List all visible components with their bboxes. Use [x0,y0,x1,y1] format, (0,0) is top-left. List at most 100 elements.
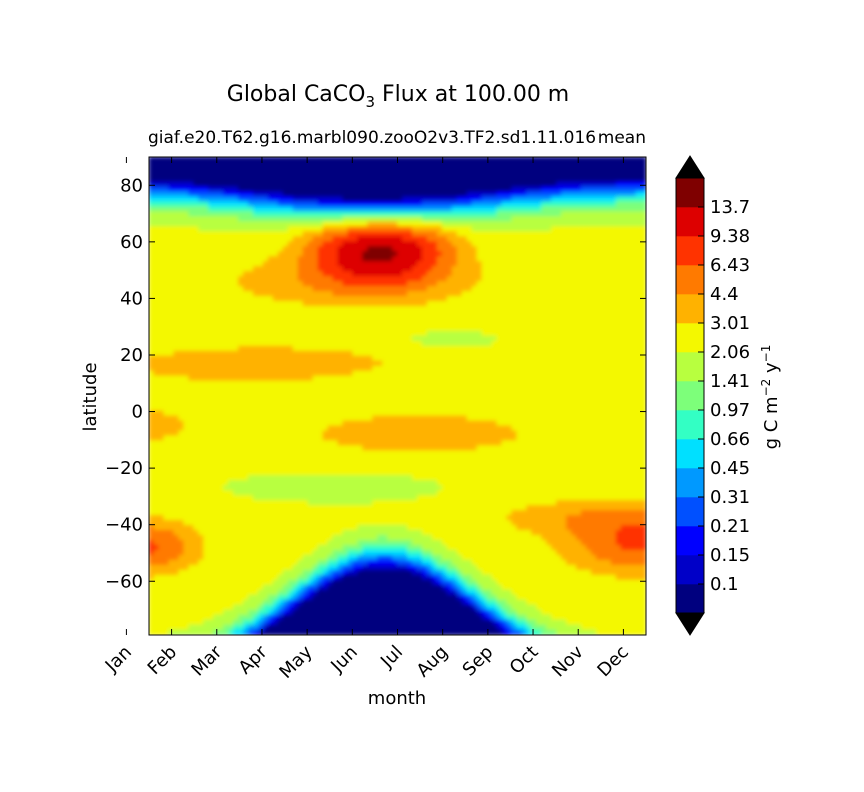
heatmap-cell [317,335,324,342]
heatmap-cell [342,186,349,193]
heatmap-cell [496,241,503,248]
heatmap-cell [511,355,518,362]
heatmap-cell [590,315,597,322]
heatmap-cell [382,251,389,258]
heatmap-cell [486,380,493,387]
heatmap-cell [347,246,354,253]
heatmap-cell [153,310,160,317]
heatmap-cell [362,196,369,203]
heatmap-cell [392,256,398,263]
heatmap-cell [213,211,220,218]
heatmap-cell [456,286,463,292]
heatmap-cell [352,286,359,292]
heatmap-cell [491,400,498,407]
heatmap-cell [153,176,160,183]
heatmap-cell [158,191,165,198]
heatmap-cell [238,161,244,168]
heatmap-cell [327,335,334,342]
heatmap-cell [377,375,384,382]
heatmap-cell [446,380,453,387]
heatmap-cell [640,211,646,218]
heatmap-cell [277,281,284,287]
heatmap-cell [620,345,627,352]
heatmap-cell [243,395,249,402]
heatmap-cell [536,301,543,307]
heatmap-cell [630,325,637,332]
heatmap-cell [252,296,259,302]
heatmap-cell [262,196,269,203]
heatmap-cell [277,390,284,397]
heatmap-cell [590,171,597,178]
heatmap-cell [481,335,488,342]
heatmap-cell [431,166,438,173]
heatmap-cell [476,241,483,248]
heatmap-cell [481,400,488,407]
heatmap-cell [610,355,617,362]
heatmap-cell [446,246,453,253]
heatmap-cell [630,186,637,193]
heatmap-cell [392,206,398,213]
heatmap-cell [327,360,334,367]
heatmap-cell [541,340,548,347]
heatmap-cell [213,385,220,392]
heatmap-cell [277,310,284,317]
heatmap-cell [387,340,394,347]
heatmap-cell [625,206,632,213]
heatmap-cell [576,380,582,387]
heatmap-cell [516,340,523,347]
heatmap-cell [571,325,577,332]
heatmap-cell [292,251,299,258]
heatmap-cell [357,221,364,228]
heatmap-cell [407,340,413,347]
heatmap-cell [302,166,309,173]
heatmap-cell [595,276,602,282]
heatmap-cell [352,266,359,273]
heatmap-cell [506,241,513,248]
heatmap-cell [307,261,314,268]
heatmap-cell [526,226,533,233]
heatmap-cell [421,310,428,317]
heatmap-cell [615,286,622,292]
heatmap-cell [352,370,359,377]
heatmap-cell [456,271,463,277]
heatmap-cell [252,400,259,407]
heatmap-cell [238,340,244,347]
heatmap-cell [342,271,349,277]
heatmap-cell [531,395,538,402]
heatmap-cell [218,395,225,402]
heatmap-cell [620,196,627,203]
heatmap-cell [183,355,190,362]
heatmap-cell [282,171,289,178]
heatmap-cell [277,191,284,198]
chart-subtitle-case: giaf.e20.T62.g16.marbl090.zooO2v3.TF2.sd… [148,128,596,148]
heatmap-cell [287,161,294,168]
heatmap-cell [436,261,443,268]
heatmap-cell [337,301,344,307]
heatmap-cell [282,236,289,243]
heatmap-cell [576,221,582,228]
heatmap-cell [441,271,448,277]
heatmap-cell [521,320,528,327]
heatmap-cell [506,271,513,277]
heatmap-cell [506,325,513,332]
heatmap-cell [571,251,577,258]
heatmap-cell [541,181,548,188]
heatmap-cell [436,241,443,248]
heatmap-cell [178,196,185,203]
heatmap-cell [426,181,433,188]
heatmap-cell [605,325,612,332]
heatmap-cell [252,365,259,372]
heatmap-cell [282,166,289,173]
heatmap-cell [412,301,418,307]
heatmap-cell [630,385,637,392]
heatmap-cell [238,176,244,183]
heatmap-cell [531,281,538,287]
heatmap-cell [630,315,637,322]
heatmap-cell [402,395,408,402]
heatmap-cell [580,256,587,263]
heatmap-cell [382,330,389,337]
heatmap-cell [347,196,354,203]
heatmap-cell [337,296,344,302]
heatmap-cell [238,231,244,238]
heatmap-cell [640,176,646,183]
